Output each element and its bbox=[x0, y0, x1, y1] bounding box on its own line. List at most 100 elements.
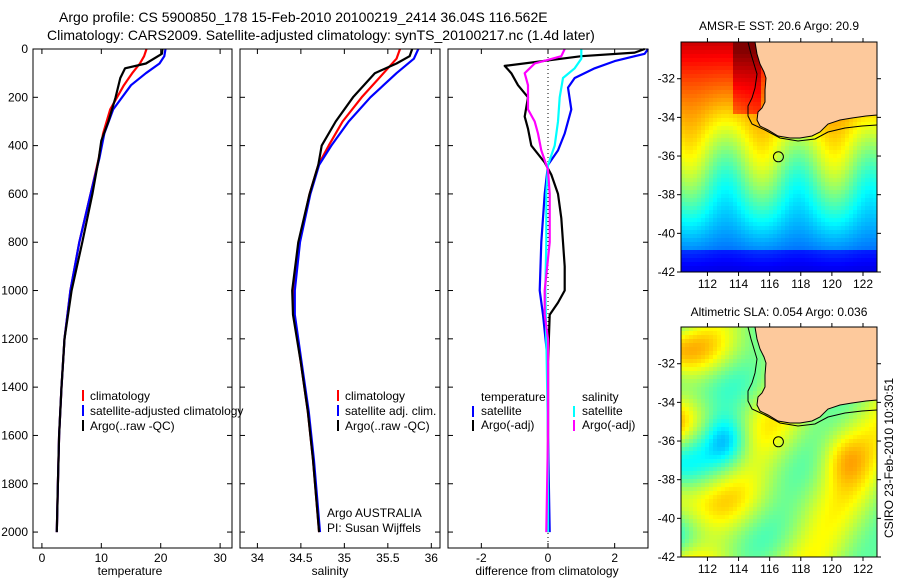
heatmap-cell bbox=[697, 262, 701, 266]
heatmap-cell bbox=[717, 190, 721, 194]
heatmap-cell bbox=[761, 427, 765, 431]
heatmap-cell bbox=[725, 407, 729, 411]
heatmap-cell bbox=[769, 226, 773, 230]
heatmap-cell bbox=[697, 166, 701, 170]
heatmap-cell bbox=[685, 50, 689, 54]
heatmap-cell bbox=[849, 142, 853, 146]
heatmap-cell bbox=[689, 447, 693, 451]
heatmap-cell bbox=[841, 407, 845, 411]
heatmap-cell bbox=[733, 206, 737, 210]
heatmap-cell bbox=[777, 222, 781, 226]
heatmap-cell bbox=[785, 451, 789, 455]
heatmap-cell bbox=[749, 367, 753, 371]
heatmap-cell bbox=[865, 158, 869, 162]
heatmap-cell bbox=[841, 214, 845, 218]
heatmap-cell bbox=[693, 335, 697, 339]
heatmap-cell bbox=[681, 158, 685, 162]
heatmap-cell bbox=[701, 475, 705, 479]
heatmap-cell bbox=[701, 234, 705, 238]
heatmap-cell bbox=[841, 246, 845, 250]
heatmap-cell bbox=[753, 439, 757, 443]
heatmap-cell bbox=[801, 447, 805, 451]
heatmap-cell bbox=[793, 174, 797, 178]
heatmap-cell bbox=[765, 198, 769, 202]
heatmap-cell bbox=[865, 479, 869, 483]
heatmap-cell bbox=[825, 166, 829, 170]
heatmap-cell bbox=[713, 359, 717, 363]
heatmap-cell bbox=[761, 158, 765, 162]
heatmap-cell bbox=[745, 351, 749, 355]
heatmap-cell bbox=[705, 415, 709, 419]
heatmap-cell bbox=[869, 246, 873, 250]
heatmap-cell bbox=[741, 379, 745, 383]
heatmap-cell bbox=[713, 355, 717, 359]
heatmap-cell bbox=[817, 218, 821, 222]
heatmap-cell bbox=[709, 419, 713, 423]
heatmap-cell bbox=[873, 262, 877, 266]
heatmap-cell bbox=[693, 98, 697, 102]
heatmap-cell bbox=[849, 471, 853, 475]
heatmap-cell bbox=[801, 230, 805, 234]
heatmap-cell bbox=[729, 90, 733, 94]
heatmap-cell bbox=[861, 146, 865, 150]
heatmap-cell bbox=[833, 230, 837, 234]
heatmap-cell bbox=[853, 222, 857, 226]
heatmap-cell bbox=[753, 178, 757, 182]
heatmap-cell bbox=[749, 262, 753, 266]
heatmap-cell bbox=[697, 182, 701, 186]
heatmap-cell bbox=[793, 439, 797, 443]
heatmap-cell bbox=[857, 242, 861, 246]
heatmap-cell bbox=[745, 54, 749, 58]
heatmap-cell bbox=[853, 170, 857, 174]
heatmap-cell bbox=[873, 154, 877, 158]
heatmap-cell bbox=[861, 427, 865, 431]
heatmap-cell bbox=[745, 138, 749, 142]
heatmap-cell bbox=[693, 214, 697, 218]
heatmap-cell bbox=[697, 210, 701, 214]
heatmap-cell bbox=[869, 427, 873, 431]
heatmap-cell bbox=[849, 186, 853, 190]
heatmap-cell bbox=[737, 399, 741, 403]
heatmap-cell bbox=[685, 447, 689, 451]
heatmap-cell bbox=[873, 226, 877, 230]
heatmap-cell bbox=[685, 98, 689, 102]
heatmap-cell bbox=[701, 451, 705, 455]
heatmap-cell bbox=[757, 427, 761, 431]
heatmap-cell bbox=[717, 391, 721, 395]
heatmap-cell bbox=[745, 463, 749, 467]
heatmap-cell bbox=[817, 162, 821, 166]
heatmap-cell bbox=[869, 435, 873, 439]
heatmap-cell bbox=[829, 182, 833, 186]
heatmap-cell bbox=[733, 70, 737, 74]
heatmap-cell bbox=[801, 262, 805, 266]
heatmap-cell bbox=[761, 90, 765, 94]
heatmap-cell bbox=[833, 202, 837, 206]
heatmap-cell bbox=[805, 214, 809, 218]
heatmap-cell bbox=[757, 367, 761, 371]
heatmap-cell bbox=[697, 218, 701, 222]
heatmap-cell bbox=[761, 367, 765, 371]
heatmap-cell bbox=[685, 202, 689, 206]
heatmap-cell bbox=[693, 270, 697, 272]
heatmap-cell bbox=[765, 439, 769, 443]
heatmap-cell bbox=[841, 146, 845, 150]
heatmap-cell bbox=[753, 355, 757, 359]
heatmap-cell bbox=[817, 423, 821, 427]
heatmap-cell bbox=[773, 166, 777, 170]
heatmap-cell bbox=[741, 347, 745, 351]
heatmap-cell bbox=[749, 339, 753, 343]
heatmap-cell bbox=[781, 479, 785, 483]
heatmap-cell bbox=[689, 146, 693, 150]
heatmap-cell bbox=[841, 238, 845, 242]
heatmap-cell bbox=[729, 50, 733, 54]
heatmap-cell bbox=[717, 270, 721, 272]
heatmap-cell bbox=[837, 254, 841, 258]
heatmap-cell bbox=[693, 395, 697, 399]
heatmap-cell bbox=[685, 198, 689, 202]
heatmap-cell bbox=[777, 250, 781, 254]
heatmap-cell bbox=[861, 138, 865, 142]
heatmap-cell bbox=[849, 439, 853, 443]
heatmap-cell bbox=[693, 483, 697, 487]
heatmap-cell bbox=[729, 343, 733, 347]
heatmap-cell bbox=[789, 455, 793, 459]
